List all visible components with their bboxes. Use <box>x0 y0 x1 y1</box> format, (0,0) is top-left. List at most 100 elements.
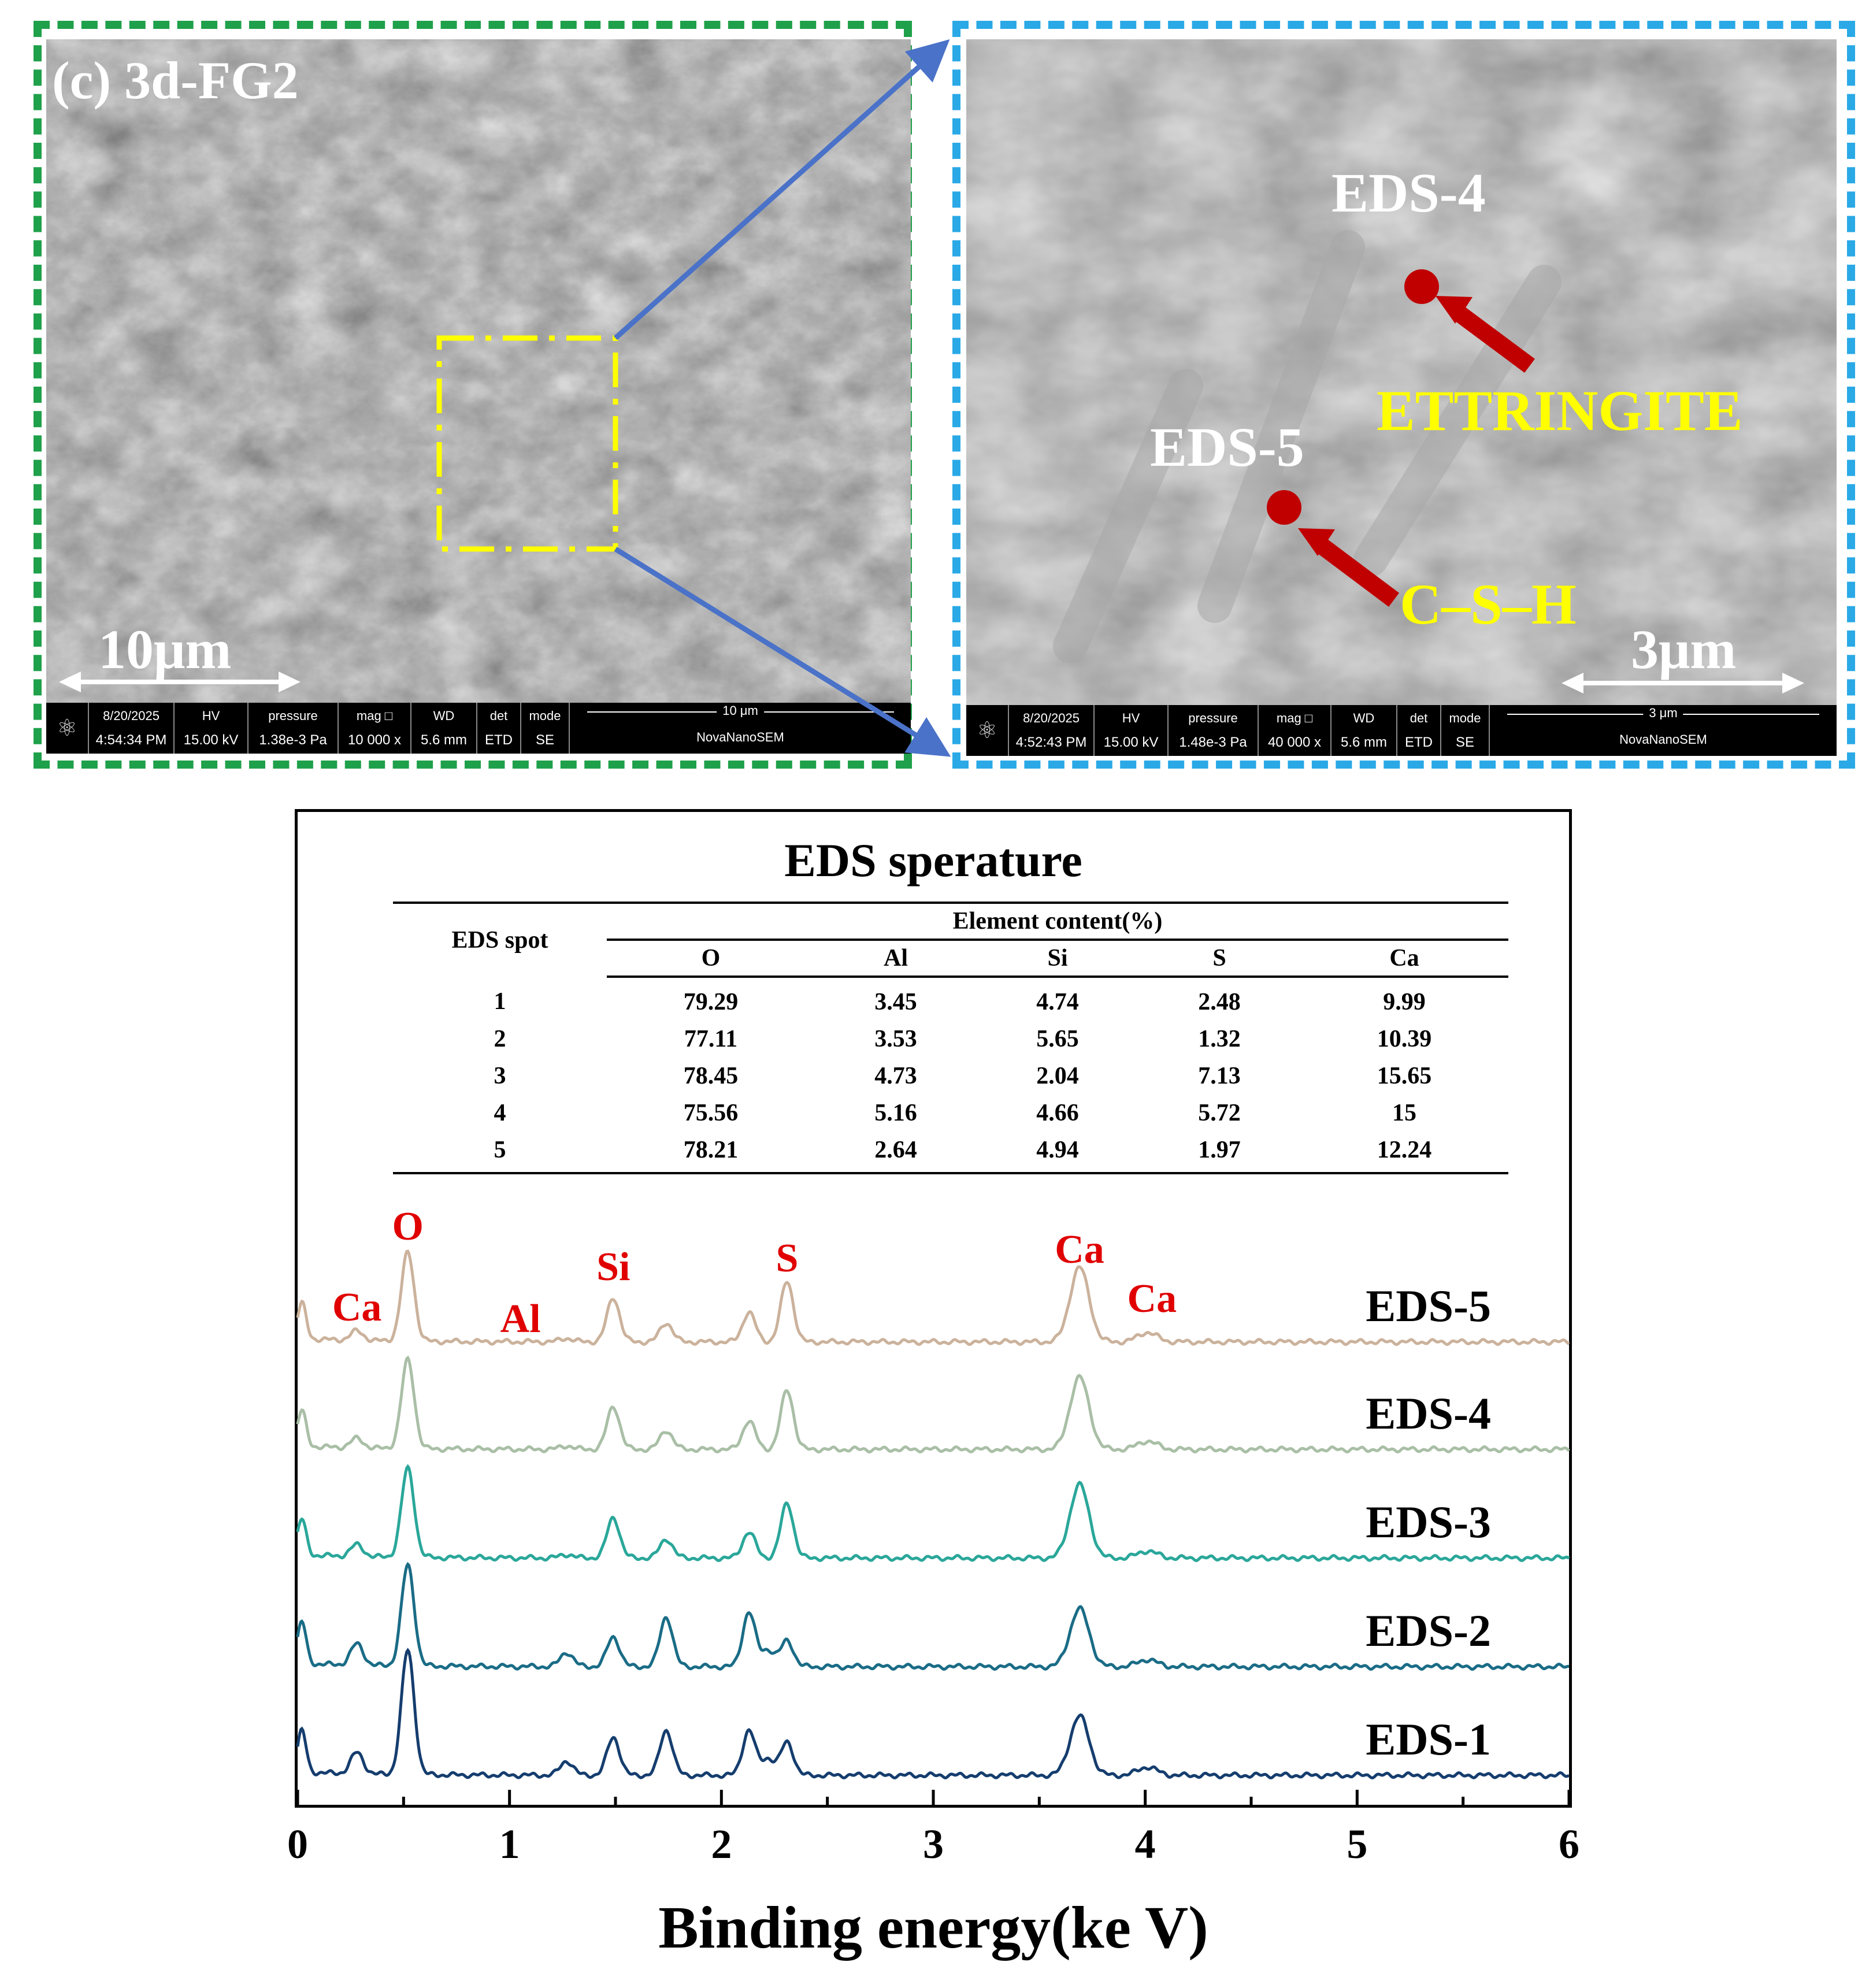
spot-cell: 2 <box>494 1026 506 1052</box>
info-time: 4:52:43 PM <box>1015 734 1087 750</box>
value-cell: 75.56 <box>683 1100 739 1126</box>
value-cell: 78.21 <box>607 1132 815 1174</box>
value-cell: 4.73 <box>874 1063 917 1089</box>
series-line-eds-5 <box>296 1249 1570 1347</box>
info-time: 4:54:34 PM <box>95 732 167 748</box>
peak-label: Ca <box>1127 1277 1177 1321</box>
spot-cell: 4 <box>494 1100 506 1126</box>
peak-label: Si <box>596 1245 630 1289</box>
x-tick-label: 3 <box>923 1821 944 1867</box>
value-cell: 77.11 <box>684 1026 738 1052</box>
label-csh: C–S–H <box>1400 572 1577 636</box>
x-tick-label: 0 <box>287 1821 308 1867</box>
info-mag-label: mag □ <box>1276 710 1313 725</box>
info-pressure-label: pressure <box>268 708 318 723</box>
series-line-eds-1 <box>296 1648 1570 1780</box>
table-title: EDS sperature <box>784 834 1082 887</box>
info-det-label: det <box>1410 710 1428 725</box>
col-header: Ca <box>1300 940 1508 978</box>
info-scale-rule: 3 μm <box>1507 706 1819 721</box>
peak-label: Ca <box>332 1285 382 1330</box>
value-cell: 9.99 <box>1383 989 1426 1015</box>
value-cell: 15 <box>1392 1100 1416 1126</box>
spot-cell: 5 <box>393 1132 607 1174</box>
value-cell: 5.65 <box>1036 1026 1079 1052</box>
info-det: ETD <box>485 732 513 748</box>
panel-label: (c) 3d-FG2 <box>52 51 299 110</box>
info-mode-label: mode <box>529 708 561 723</box>
series-line-eds-2 <box>296 1562 1570 1671</box>
scale-label-right: 3μm <box>1631 618 1737 680</box>
info-mag-label: mag □ <box>356 708 393 723</box>
table-row: 4 75.56 5.16 4.66 5.72 15 <box>393 1095 1508 1132</box>
label-ettringite: ETTRINGITE <box>1377 379 1743 443</box>
peak-label: O <box>392 1204 423 1249</box>
value-cell: 4.94 <box>977 1132 1138 1174</box>
peak-label: Al <box>500 1297 541 1341</box>
info-hv: 15.00 kV <box>183 732 239 748</box>
value-cell: 4.74 <box>1036 989 1079 1015</box>
series-line-eds-4 <box>296 1355 1570 1454</box>
info-mode: SE <box>535 732 554 748</box>
x-axis-label: Binding energy(ke V) <box>658 1894 1208 1961</box>
info-mag: 40 000 x <box>1267 734 1322 750</box>
info-det-label: det <box>489 708 508 723</box>
label-eds4: EDS-4 <box>1332 162 1486 224</box>
value-cell: 2.48 <box>1198 989 1241 1015</box>
info-hv-label: HV <box>1122 710 1140 725</box>
col-header: Si <box>977 940 1138 978</box>
table-row: 2 77.11 3.53 5.65 1.32 10.39 <box>393 1021 1508 1058</box>
info-wd-label: WD <box>433 708 455 723</box>
info-date: 8/20/2025 <box>103 708 160 723</box>
element-group-header: Element content(%) <box>607 903 1508 941</box>
table-row: 1 79.29 3.45 4.74 2.48 9.99 <box>393 977 1508 1021</box>
spot-cell: 1 <box>494 988 506 1015</box>
info-bar-right: ⚛ 8/20/2025 4:52:43 PM HV 15.00 kV pressur… <box>966 705 1837 756</box>
info-pressure-label: pressure <box>1188 710 1238 725</box>
spot-cell: 3 <box>494 1063 506 1089</box>
col-header: Al <box>815 940 977 978</box>
info-bar-label: 3 μm <box>1643 706 1683 721</box>
info-mode: SE <box>1455 734 1474 750</box>
peak-label: S <box>776 1236 799 1281</box>
value-cell: 5.72 <box>1198 1100 1241 1126</box>
info-pressure: 1.38e-3 Pa <box>259 732 327 748</box>
value-cell: 79.29 <box>683 989 739 1015</box>
value-cell: 1.32 <box>1198 1026 1241 1052</box>
table-row: 5 78.21 2.64 4.94 1.97 12.24 <box>393 1132 1508 1174</box>
sem-texture-right <box>966 39 1837 756</box>
eds-table: EDS spot Element content(%) O Al Si S Ca… <box>393 902 1508 1174</box>
info-wd: 5.6 mm <box>1340 734 1387 750</box>
value-cell: 3.53 <box>874 1026 917 1052</box>
spot-header: EDS spot <box>451 927 548 954</box>
atom-logo-icon: ⚛ <box>966 705 1009 756</box>
x-tick-label: 4 <box>1135 1821 1156 1867</box>
info-date: 8/20/2025 <box>1023 710 1080 725</box>
col-header: O <box>607 940 815 978</box>
label-eds5: EDS-5 <box>1150 416 1304 478</box>
info-mode-label: mode <box>1449 710 1481 725</box>
x-tick-label: 1 <box>499 1821 520 1867</box>
value-cell: 7.13 <box>1198 1063 1241 1089</box>
info-wd: 5.6 mm <box>420 732 467 748</box>
peak-label: Ca <box>1055 1227 1104 1272</box>
value-cell: 2.04 <box>1036 1063 1079 1089</box>
value-cell: 5.16 <box>874 1100 917 1126</box>
series-label: EDS-5 <box>1366 1281 1491 1331</box>
value-cell: 10.39 <box>1377 1026 1432 1052</box>
value-cell: 78.45 <box>683 1063 739 1089</box>
value-cell: 12.24 <box>1300 1132 1508 1174</box>
value-cell: 4.66 <box>1036 1100 1079 1126</box>
info-det: ETD <box>1405 734 1433 750</box>
series-label: EDS-4 <box>1366 1388 1491 1438</box>
info-instrument: NovaNanoSEM <box>1619 732 1707 747</box>
info-wd-label: WD <box>1353 710 1375 725</box>
value-cell: 1.97 <box>1138 1132 1300 1174</box>
value-cell: 3.45 <box>874 989 917 1015</box>
table-row: 3 78.45 4.73 2.04 7.13 15.65 <box>393 1058 1508 1095</box>
series-line-eds-3 <box>296 1464 1570 1563</box>
plot-area-frame <box>295 809 1572 1808</box>
info-hv-label: HV <box>202 708 220 723</box>
col-header: S <box>1138 940 1300 978</box>
